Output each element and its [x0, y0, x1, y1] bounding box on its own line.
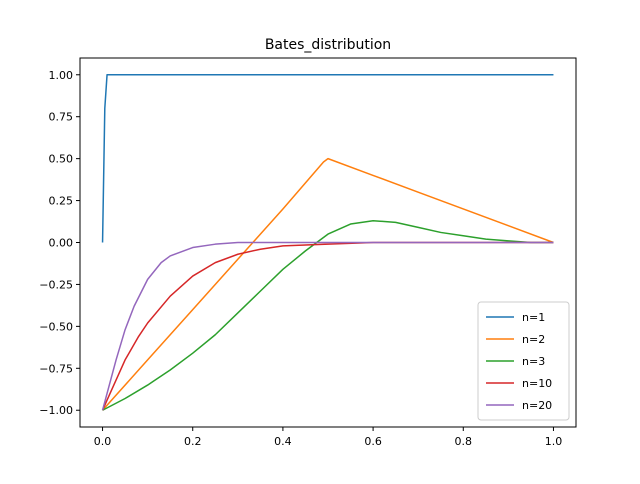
series-line-2: [101, 157, 554, 411]
legend-label: n=1: [522, 311, 545, 324]
series-line-1: [101, 74, 554, 243]
y-tick-label: −0.50: [39, 320, 73, 333]
series-line-3: [102, 219, 554, 411]
y-tick-label: 0.50: [49, 153, 74, 166]
y-tick-label: 0.00: [49, 237, 74, 250]
x-tick-label: 0.2: [184, 435, 202, 448]
y-tick-label: −0.25: [39, 278, 73, 291]
x-tick-label: 0.4: [274, 435, 292, 448]
x-tick-label: 0.6: [364, 435, 382, 448]
series-layer: [101, 74, 554, 411]
x-tick-label: 1.0: [545, 435, 563, 448]
y-tick-label: 0.75: [49, 111, 74, 124]
legend-label: n=10: [522, 377, 552, 390]
legend-box: [477, 301, 570, 421]
legend: n=1 n=2 n=3 n=10 n=20: [477, 301, 570, 421]
y-tick-label: 0.25: [49, 195, 74, 208]
x-tick-label: 0.8: [455, 435, 473, 448]
y-tick-label: −0.75: [39, 362, 73, 375]
y-tick-label: −1.00: [39, 404, 73, 417]
y-axis: −1.00 −0.75 −0.50 −0.25 0.00 0.25 0.50 0.75 1.00: [39, 69, 80, 417]
x-axis: 0.0 0.2 0.4 0.6 0.8 1.0: [94, 427, 562, 448]
legend-label: n=20: [522, 399, 552, 412]
y-tick-label: 1.00: [49, 69, 74, 82]
chart-title: Bates_distribution: [265, 37, 391, 53]
legend-label: n=3: [522, 355, 545, 368]
legend-label: n=2: [522, 333, 545, 346]
series-line-5: [101, 241, 554, 411]
x-tick-label: 0.0: [94, 435, 112, 448]
